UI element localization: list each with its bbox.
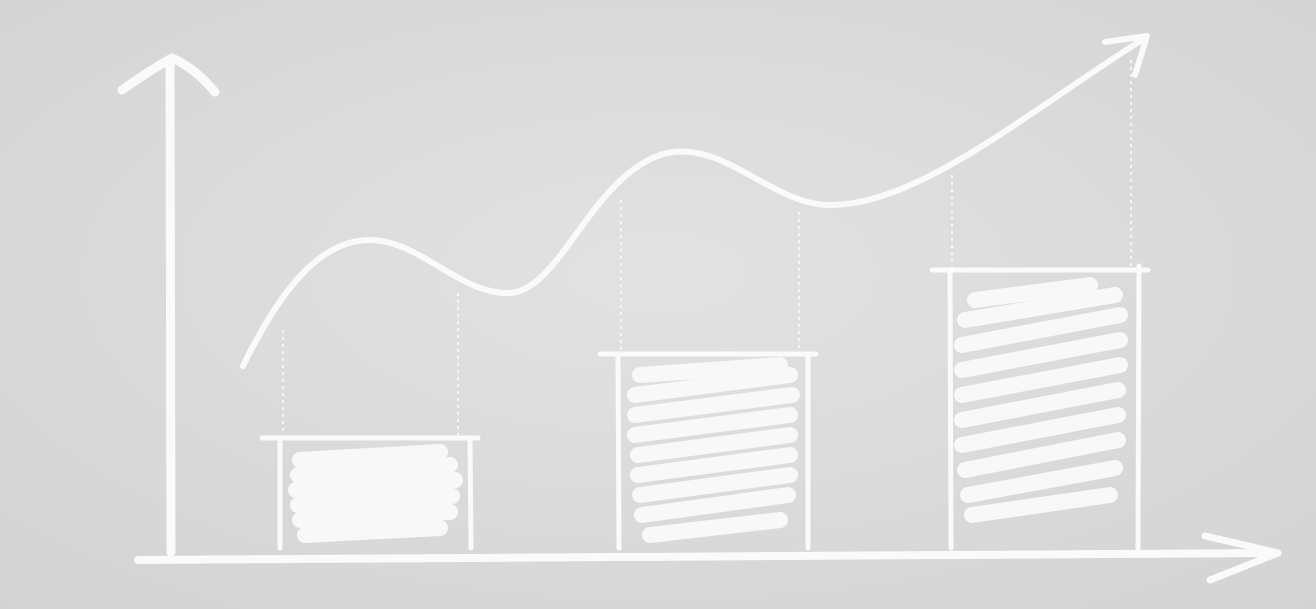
bar [259,435,481,551]
x-axis-arrow [1201,532,1282,584]
trend-line [240,35,1148,369]
bar [929,263,1151,551]
y-axis-arrow [117,53,220,97]
y-axis [165,57,176,557]
guides [282,60,1132,436]
trend-arrow [1102,33,1150,78]
x-axis [134,549,1279,564]
bar [597,351,819,551]
